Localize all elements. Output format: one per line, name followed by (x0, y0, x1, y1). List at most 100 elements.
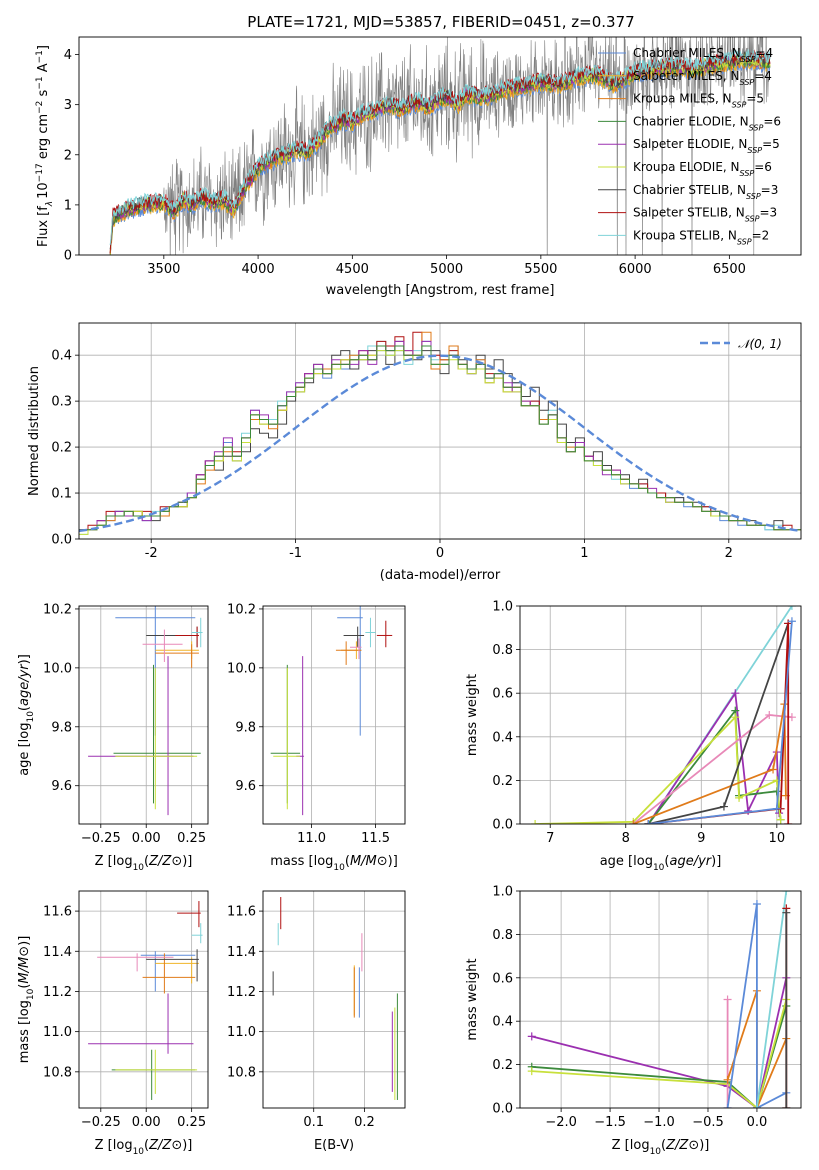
mass-weight-marker (787, 617, 796, 626)
figure-title: PLATE=1721, MJD=53857, FIBERID=0451, z=0… (247, 13, 634, 31)
errorbar-point (376, 620, 393, 648)
observed-spectrum-line (109, 37, 770, 255)
x-tick-label: −0.25 (81, 831, 121, 846)
mass-weight-marker (527, 1067, 536, 1076)
mass-vs-Z-axes: −0.25 0.00 0.25 10.8 11.0 11.2 11.4 11.6 Z [log1… (17, 890, 209, 1157)
x-tick-label: 0 (436, 546, 444, 561)
y-tick-label: 9.6 (51, 779, 72, 794)
x-tick-label: 0.00 (132, 831, 161, 846)
y-tick-label: 0.6 (492, 687, 513, 702)
x-axis-label: E(B-V) (314, 1138, 354, 1153)
x-axis-label: age [log10(age/yr)] (600, 854, 722, 873)
mass-weight-marker (765, 711, 774, 719)
legend-entry: 𝒩(0, 1) (738, 337, 782, 351)
y-tick-label: 10.8 (227, 1065, 256, 1080)
y-tick-label: 1.0 (492, 600, 513, 615)
age-vs-mass-plot-area (270, 606, 393, 816)
x-tick-label: 10 (769, 831, 786, 846)
age-vs-Z-plot-area (88, 606, 203, 816)
y-axis-label: age [log10(age/yr)] (17, 654, 36, 776)
y-tick-label: 0.2 (492, 1058, 513, 1073)
x-tick-label: −1.0 (643, 1115, 675, 1130)
axes-frame (78, 605, 209, 825)
errorbar-point (349, 638, 362, 660)
residual-plot-area (79, 331, 801, 535)
x-axis-label: Z [log10(Z/Z⊙)] (612, 1138, 710, 1157)
y-tick-label: 11.2 (43, 985, 72, 1000)
errorbar-point (113, 664, 201, 804)
y-tick-label: 9.8 (51, 720, 72, 735)
errorbar-point (270, 664, 301, 804)
x-axis-label: wavelength [Angstrom, rest frame] (326, 283, 555, 298)
y-tick-label: 0.3 (51, 395, 72, 410)
x-tick-label: 7 (546, 831, 554, 846)
mass-weight-marker (776, 815, 785, 824)
errorbar-point (175, 626, 199, 648)
mass-weight-marker (782, 1104, 791, 1108)
mass-weight-line (632, 703, 787, 824)
age-vs-Z-axes: −0.25 0.00 0.25 9.6 9.8 10.0 10.2 Z [log10(Z/Z⊙… (17, 602, 209, 873)
errorbar-point (142, 953, 196, 994)
errorbar-point (177, 901, 201, 928)
y-tick-label: 11.0 (227, 1025, 256, 1040)
legend-entry: Chabrier ELODIE, NSSP=6 (633, 114, 781, 131)
errorbar-point (335, 641, 362, 665)
legend-entry: Kroupa MILES, NSSP=5 (633, 92, 764, 110)
x-tick-label: 4500 (336, 262, 369, 277)
errorbar-point (111, 1049, 196, 1100)
errorbar-point (155, 644, 199, 668)
mass-weight-marker (723, 1104, 732, 1108)
mass-weight-line (535, 715, 782, 824)
y-axis-label: Flux [fλ10−17 erg cm−2 s−1 A−1] (35, 45, 55, 247)
y-tick-label: 0.8 (492, 928, 513, 943)
mass-weight-marker (772, 804, 781, 813)
errorbar-point (365, 617, 376, 648)
axes-frame (78, 36, 802, 256)
x-tick-label: 11.5 (361, 831, 390, 846)
x-tick-label: 5500 (524, 262, 557, 277)
x-tick-label: 0.25 (177, 1115, 206, 1130)
mass-weight-marker (531, 820, 540, 824)
y-tick-label: 11.2 (227, 985, 256, 1000)
x-tick-label: 0.25 (177, 831, 206, 846)
mass-vs-EBV-plot-area (272, 897, 398, 1100)
mass-weight-marker (787, 713, 796, 722)
x-tick-label: 3500 (147, 262, 180, 277)
axes-frame (78, 322, 802, 540)
spectrum-axes: 3500 4000 4500 5000 5500 6000 6500 0 1 2 3 4 wavelen… (35, 36, 802, 298)
errorbar-point (343, 626, 365, 648)
y-tick-label: 0.4 (492, 1015, 513, 1030)
y-tick-label: 10.0 (227, 661, 256, 676)
x-tick-label: −0.5 (692, 1115, 724, 1130)
y-tick-label: 0.0 (51, 533, 72, 548)
axes-frame (262, 890, 406, 1109)
y-tick-label: 10.2 (227, 602, 256, 617)
mass-weight-marker (527, 1032, 536, 1041)
y-tick-label: 11.0 (43, 1025, 72, 1040)
y-tick-label: 10.8 (43, 1065, 72, 1080)
mass-vs-EBV-axes: 0.1 0.2 10.8 11.0 11.2 11.4 11.6 E(B-V) (227, 890, 406, 1153)
x-tick-label: 0.1 (303, 1115, 324, 1130)
y-tick-label: 2 (64, 148, 72, 163)
mass-weight-marker (769, 765, 778, 774)
x-tick-label: −1.5 (594, 1115, 626, 1130)
axes-frame (519, 890, 802, 1109)
mass-weight-marker (752, 900, 761, 909)
x-tick-label: 4000 (242, 262, 275, 277)
legend-entry: Kroupa ELODIE, NSSP=6 (633, 160, 772, 178)
mass-vs-Z-plot-area (88, 901, 203, 1100)
residual-histogram (79, 345, 801, 531)
x-tick-label: 6500 (713, 262, 746, 277)
y-axis-label: mass weight (465, 958, 480, 1040)
x-tick-label: 0.0 (747, 1115, 768, 1130)
y-tick-label: 11.4 (227, 945, 256, 960)
y-tick-label: 0.4 (51, 349, 72, 364)
mass-weight-line (647, 708, 782, 824)
x-tick-label: -1 (289, 546, 302, 561)
y-tick-label: 10.2 (43, 602, 72, 617)
errorbar-point (155, 957, 199, 984)
x-tick-label: 2 (725, 546, 733, 561)
axes-frame (78, 890, 209, 1109)
y-tick-label: 0.1 (51, 487, 72, 502)
mass-weight-marker (731, 713, 740, 722)
